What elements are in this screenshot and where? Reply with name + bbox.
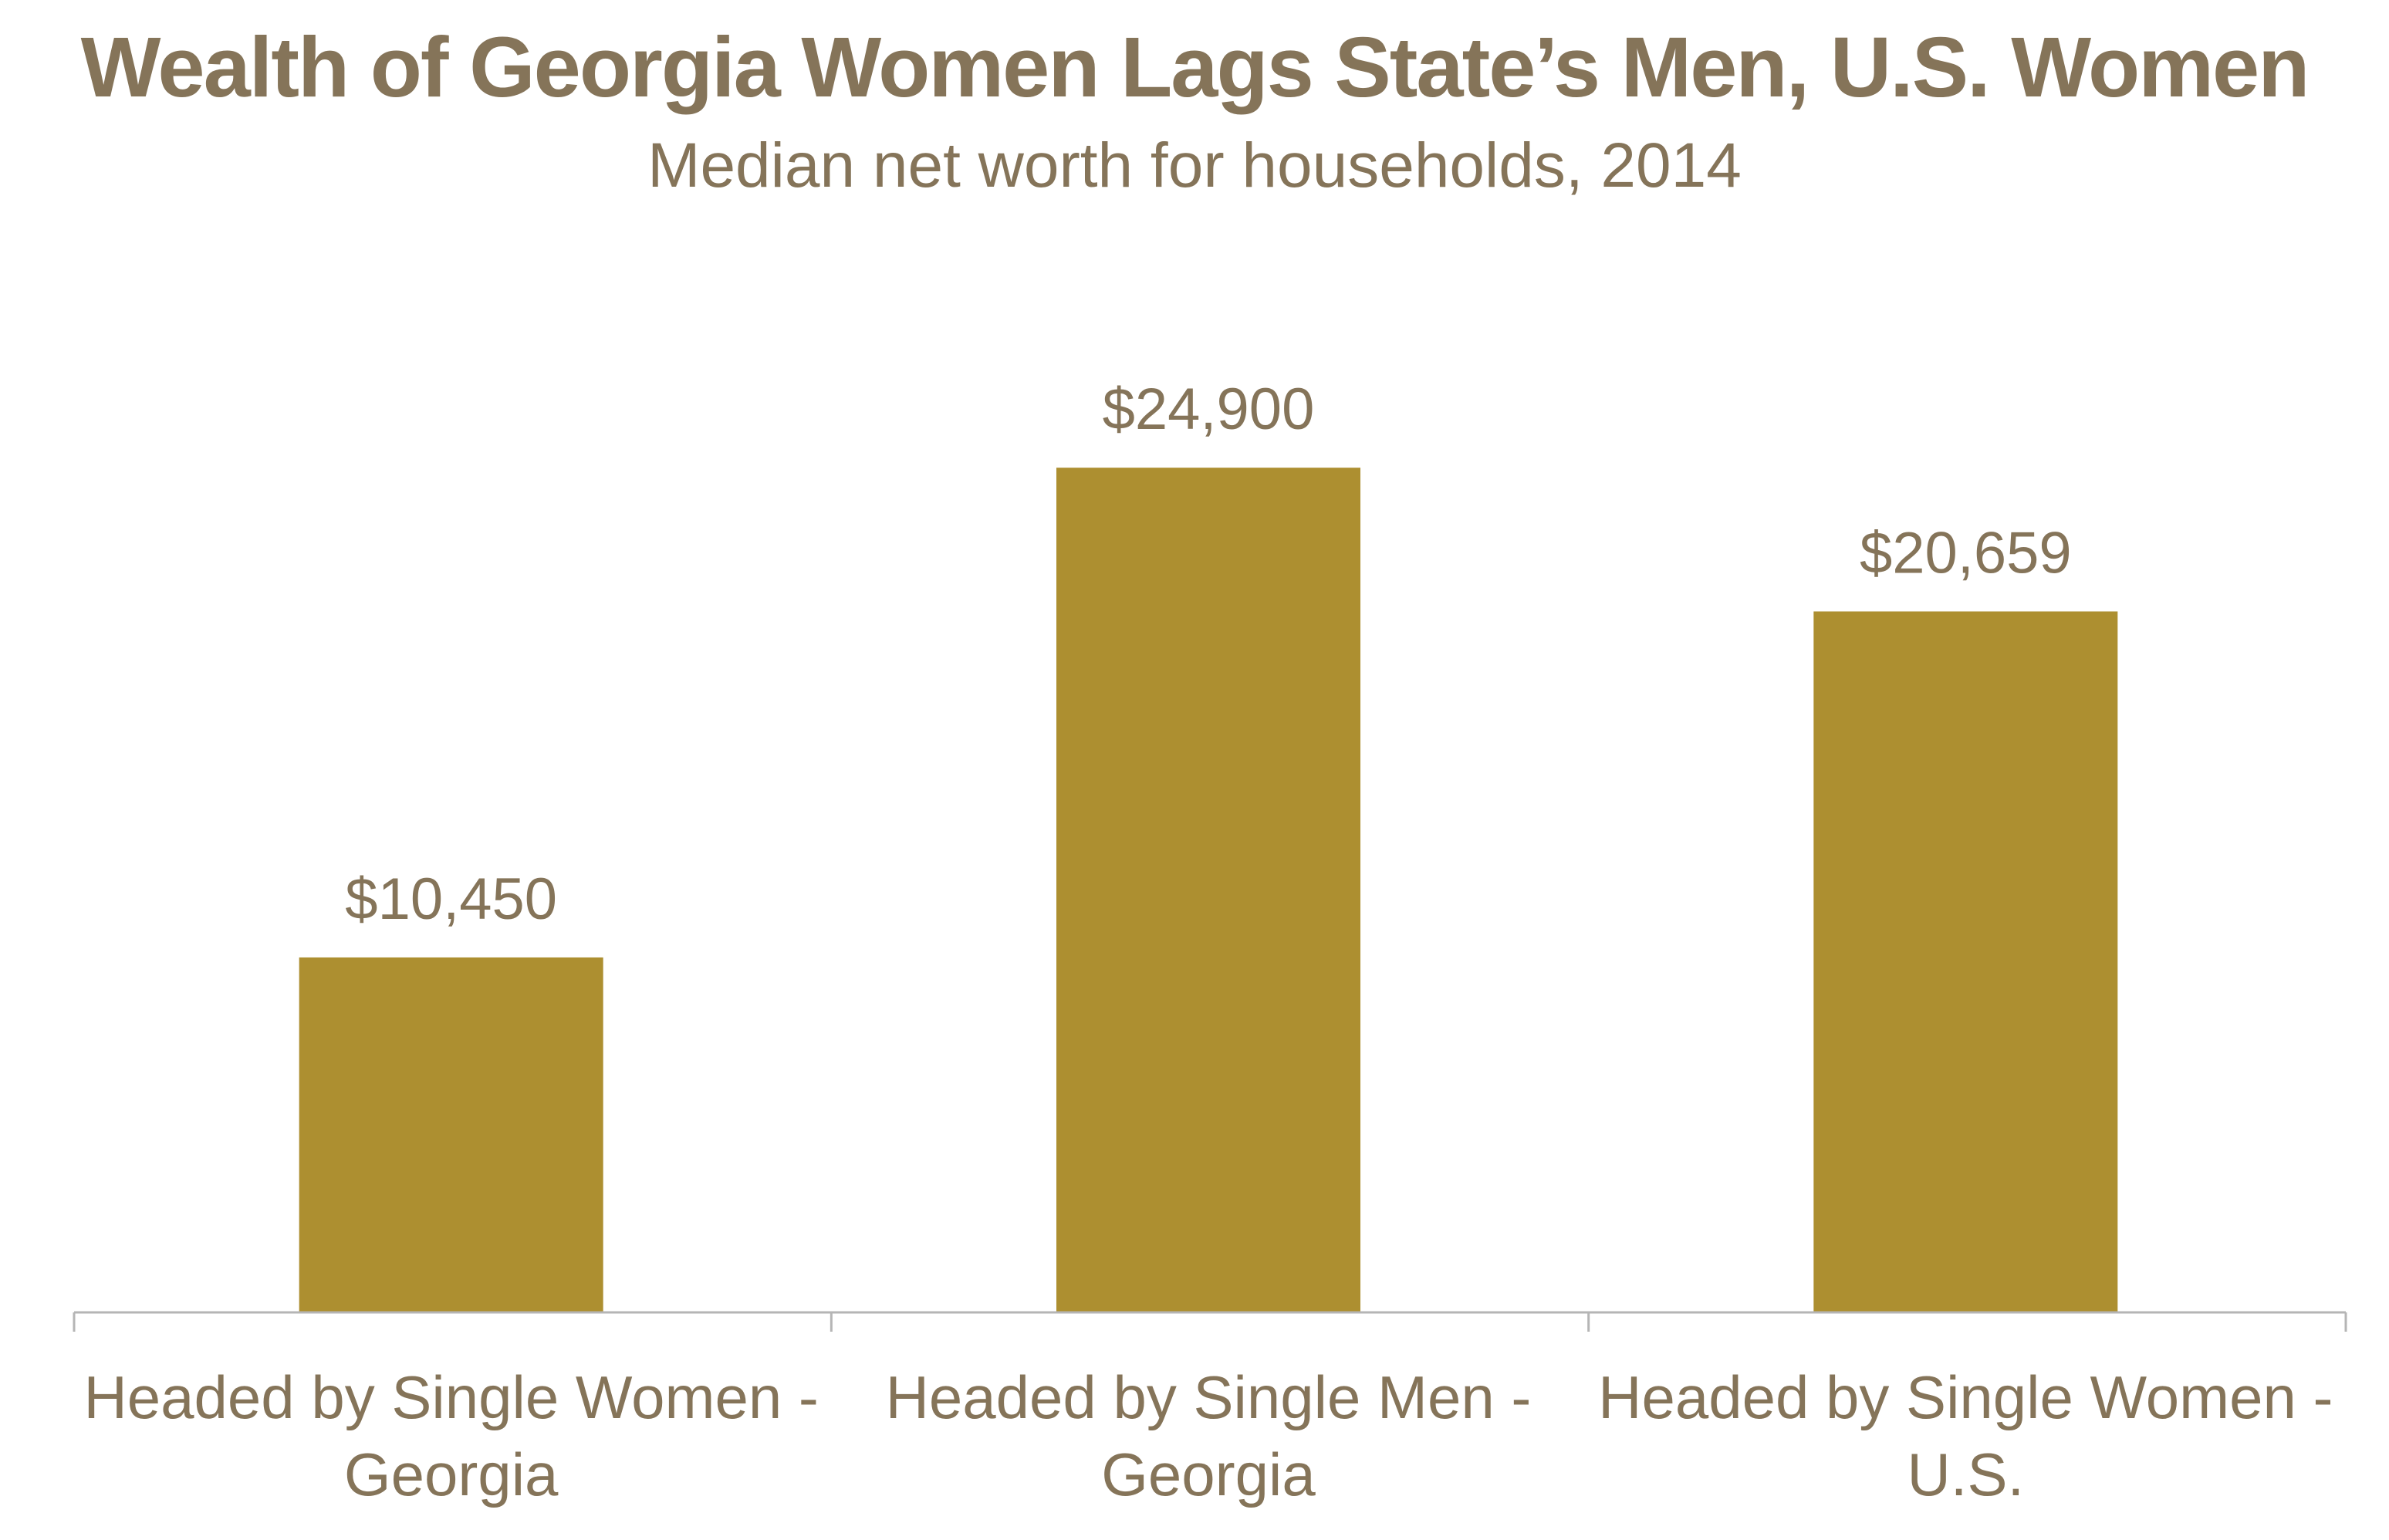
x-tick-label-3: Headed by Single Women - U.S. xyxy=(1598,1363,2333,1508)
x-tick-label-1: Headed by Single Women - Georgia xyxy=(83,1363,818,1508)
chart-subtitle: Median net worth for households, 2014 xyxy=(647,130,1742,201)
chart-title: Wealth of Georgia Women Lags State’s Men… xyxy=(80,20,2310,115)
bar-1 xyxy=(299,957,603,1312)
data-label-2: $24,900 xyxy=(1103,377,1315,442)
x-tick-label-line: Headed by Single Men - xyxy=(886,1363,1532,1431)
data-label-1: $10,450 xyxy=(345,866,557,932)
data-label-3: $20,659 xyxy=(1860,520,2072,586)
x-tick-label-line: Georgia xyxy=(1101,1440,1316,1508)
bar-2 xyxy=(1056,468,1360,1312)
bar-3 xyxy=(1813,611,2118,1312)
x-tick-label-line: U.S. xyxy=(1907,1440,2024,1508)
x-tick-label-line: Georgia xyxy=(344,1440,559,1508)
x-tick-label-line: Headed by Single Women - xyxy=(83,1363,818,1431)
x-tick-label-line: Headed by Single Women - xyxy=(1598,1363,2333,1431)
x-tick-label-2: Headed by Single Men - Georgia xyxy=(886,1363,1532,1508)
